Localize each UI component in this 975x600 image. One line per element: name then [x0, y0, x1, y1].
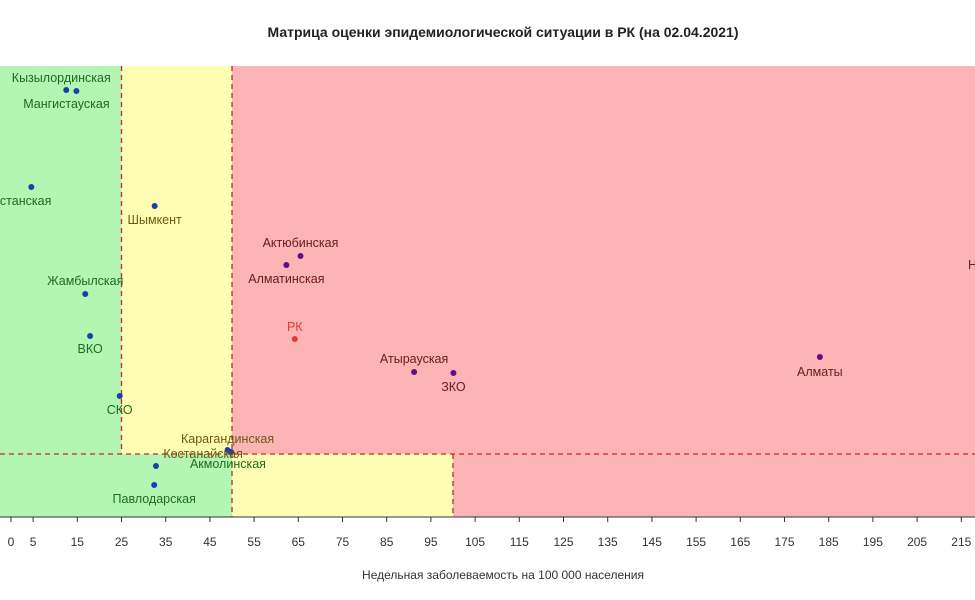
data-point-label: Алматы: [797, 365, 843, 379]
zone-red-lower: [453, 454, 975, 517]
x-tick-label: 185: [819, 535, 839, 549]
data-point-label: РК: [287, 320, 303, 334]
data-point-label: Жамбылская: [47, 274, 123, 288]
data-point-label: СКО: [107, 403, 133, 417]
x-axis-label: Недельная заболеваемость на 100 000 насе…: [362, 568, 644, 582]
data-point: [228, 449, 235, 455]
x-tick-label: 115: [510, 535, 529, 549]
x-tick-label: 205: [907, 535, 927, 549]
data-point-label: ЗКО: [441, 380, 466, 394]
x-tick-label: 95: [424, 535, 438, 549]
x-tick-label: 35: [159, 535, 173, 549]
data-point: [411, 369, 418, 375]
x-tick-label: 215: [951, 535, 971, 549]
data-point-label: ВКО: [78, 342, 103, 356]
data-point-label: Актюбинская: [263, 236, 339, 250]
data-point: [151, 482, 158, 488]
data-point: [63, 87, 70, 93]
data-point-label: Атырауская: [380, 352, 448, 366]
x-tick-label: 175: [774, 535, 794, 549]
x-tick-label: 105: [465, 535, 485, 549]
x-tick-label: 0: [8, 535, 15, 549]
data-point-label: Кызылординская: [12, 71, 111, 85]
x-tick-label: 55: [247, 535, 261, 549]
data-point: [152, 463, 159, 469]
data-point-label: Акмолинская: [190, 457, 266, 471]
x-tick-label: 5: [30, 535, 37, 549]
x-tick-label: 195: [863, 535, 883, 549]
chart-title: Матрица оценки эпидемиологической ситуац…: [267, 24, 739, 40]
x-tick-label: 135: [598, 535, 618, 549]
zone-green-lower: [0, 454, 232, 517]
data-point: [291, 336, 298, 342]
data-point-label: Костанайская: [163, 447, 243, 461]
data-point: [82, 291, 89, 297]
zone-red-upper: [232, 66, 975, 454]
data-point-label: Алматинская: [248, 272, 324, 286]
zone-yellow-upper: [121, 66, 232, 454]
x-tick-label: 85: [380, 535, 394, 549]
data-point: [450, 370, 457, 376]
data-point: [87, 333, 94, 339]
data-point: [73, 88, 80, 94]
x-tick-label: 15: [71, 535, 85, 549]
data-point-label: Шымкент: [128, 213, 182, 227]
data-point-label: Карагандинская: [181, 432, 274, 446]
data-point-label: ркестанская: [0, 194, 51, 208]
x-tick-label: 75: [336, 535, 350, 549]
x-tick-label: 25: [115, 535, 129, 549]
x-tick-label: 165: [730, 535, 750, 549]
zone-green-upper: [0, 66, 122, 454]
data-point-label: Павлодарская: [113, 492, 196, 506]
data-point: [283, 262, 290, 268]
x-tick-label: 65: [292, 535, 306, 549]
data-point: [28, 184, 35, 190]
data-point-label: Мангистауская: [23, 97, 109, 111]
x-tick-label: 145: [642, 535, 662, 549]
data-point: [116, 393, 123, 399]
x-tick-label: 155: [686, 535, 706, 549]
zone-yellow-lower: [232, 454, 453, 517]
x-tick-label: 45: [203, 535, 217, 549]
data-point: [151, 203, 158, 209]
data-point-label: Нур: [968, 258, 975, 272]
x-tick-label: 125: [553, 535, 573, 549]
data-point: [297, 253, 304, 259]
data-point: [816, 354, 823, 360]
